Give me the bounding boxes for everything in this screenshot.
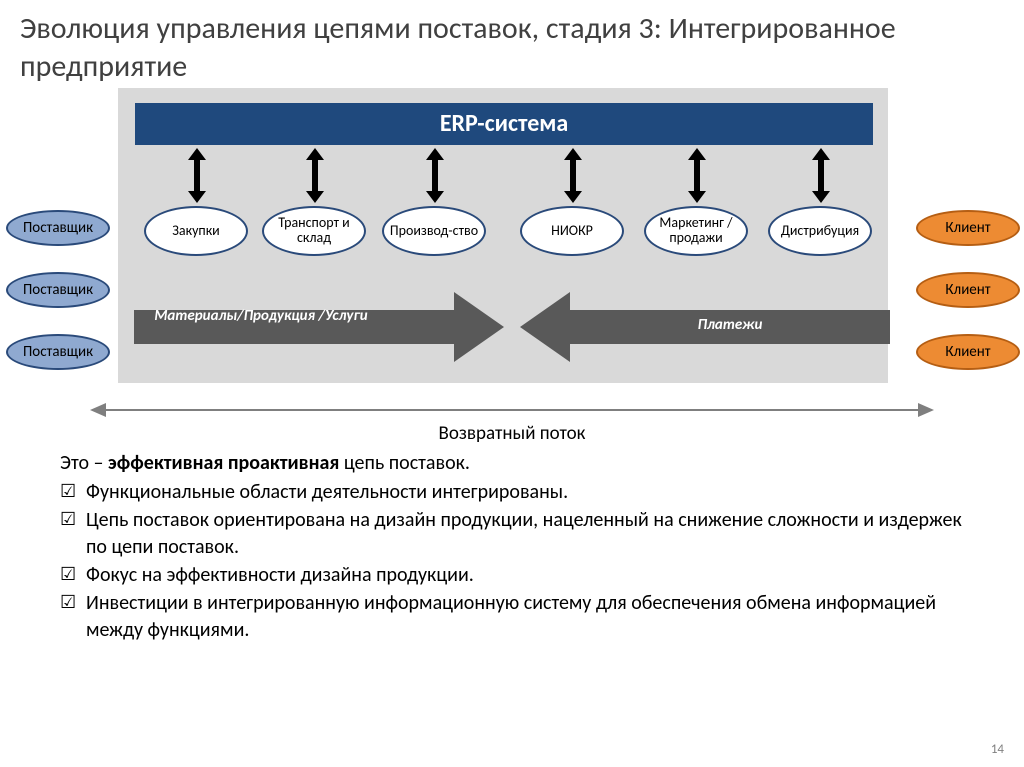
bullet-item: Инвестиции в интегрированную информацион…	[86, 590, 970, 644]
function-ellipse: НИОКР	[520, 206, 624, 256]
flow-arrow-materials-label: Материалы/Продукция /Услуги	[146, 308, 376, 325]
description: Это – эффективная проактивная цепь поста…	[60, 450, 970, 645]
bidir-arrow-icon	[812, 148, 830, 203]
flow-arrow-materials	[134, 292, 504, 362]
bidir-arrow-icon	[688, 148, 706, 203]
lead-bold: эффективная проактивная	[108, 451, 339, 475]
supplier-ellipse: Поставщик	[6, 210, 110, 246]
lead-suffix: цепь поставок.	[339, 451, 470, 475]
bullet-item: Цепь поставок ориентирована на дизайн пр…	[86, 507, 970, 561]
function-ellipse: Закупки	[144, 206, 248, 256]
client-ellipse: Клиент	[916, 334, 1020, 370]
return-flow-label: Возвратный поток	[0, 422, 1024, 445]
function-ellipse: Транспорт и склад	[262, 206, 366, 256]
lead-prefix: Это –	[60, 451, 108, 475]
client-ellipse: Клиент	[916, 210, 1020, 246]
diagram: ERP-система Закупки Транспорт и склад Прои…	[0, 88, 1024, 398]
function-ellipse: Производ-ство	[382, 206, 486, 256]
bullet-item: Фокус на эффективности дизайна продукции…	[86, 562, 970, 589]
supplier-ellipse: Поставщик	[6, 272, 110, 308]
erp-system-bar: ERP-система	[135, 103, 873, 145]
bidir-arrow-icon	[564, 148, 582, 203]
function-ellipse: Дистрибуция	[768, 206, 872, 256]
description-lead: Это – эффективная проактивная цепь поста…	[60, 450, 970, 477]
description-bullets: Функциональные области деятельности инте…	[60, 479, 970, 644]
flow-arrow-payments-label: Платежи	[610, 317, 850, 334]
function-ellipse: Маркетинг /продажи	[644, 206, 748, 256]
supplier-ellipse: Поставщик	[6, 334, 110, 370]
return-flow-arrow	[90, 398, 934, 422]
bidir-arrow-icon	[188, 148, 206, 203]
bidir-arrow-icon	[426, 148, 444, 203]
bidir-arrow-icon	[306, 148, 324, 203]
page-number: 14	[991, 742, 1004, 757]
page-title: Эволюция управления цепями поставок, ста…	[0, 0, 1024, 85]
bullet-item: Функциональные области деятельности инте…	[86, 479, 970, 506]
client-ellipse: Клиент	[916, 272, 1020, 308]
